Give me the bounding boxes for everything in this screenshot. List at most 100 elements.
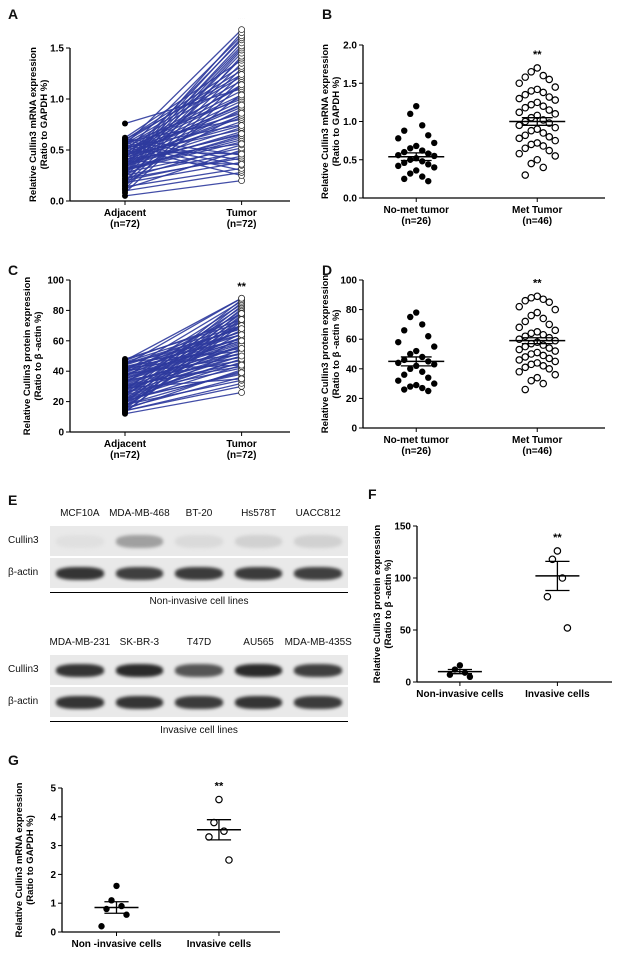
chart-b-point: [419, 147, 426, 154]
chart-d-point: [407, 313, 414, 321]
chart-g-y-tick-label: 4: [50, 812, 56, 823]
chart-g-point: [113, 882, 120, 890]
chart-b-point: [527, 126, 536, 135]
chart-d-point: [419, 321, 426, 328]
chart-c-x-tick-label: Adjacent: [104, 439, 147, 450]
chart-a-adjacent-point: [122, 153, 128, 160]
chart-c-adjacent-point: [122, 397, 128, 404]
chart-d-point: [533, 292, 542, 301]
panel-letter-b: B: [322, 6, 333, 22]
chart-a-x-tick-label: Tumor: [226, 208, 256, 219]
chart-b-y-tick-label: 1.0: [343, 117, 357, 128]
blot-top-lane-label: MCF10A: [60, 508, 100, 519]
chart-b-point: [539, 142, 548, 150]
chart-a-adjacent-point: [122, 120, 128, 127]
chart-a-tumor-point: [238, 91, 246, 99]
chart-d-point: [521, 317, 530, 326]
blot-top-band: [294, 535, 342, 548]
chart-f-point: [456, 662, 464, 669]
chart-b-point: [539, 71, 548, 80]
chart-d-point: [401, 371, 408, 378]
chart-a-tumor-point: [238, 130, 246, 138]
chart-c-y-tick-label: 20: [53, 397, 65, 408]
chart-d-point: [539, 341, 548, 349]
chart-c-adjacent-point: [122, 391, 128, 397]
chart-a-adjacent-point: [122, 161, 128, 168]
chart-c-pair-line: [124, 332, 242, 395]
chart-b-point: [419, 158, 426, 165]
chart-d-point: [533, 327, 542, 336]
blot-bottom-lane-label: MDA-MB-435S: [284, 637, 352, 648]
chart-d-point: [431, 343, 438, 350]
chart-d-point: [419, 368, 426, 375]
chart-b-point: [431, 139, 438, 147]
blot-bottom-band: [56, 664, 104, 677]
chart-b-point: [395, 135, 402, 142]
chart-f-point: [461, 669, 469, 676]
blot-bottom-band: [175, 696, 223, 709]
chart-c-tumor-point: [238, 337, 246, 345]
chart-g-point: [215, 795, 223, 804]
chart-d-point: [533, 348, 542, 357]
chart-a-pair-line: [124, 167, 242, 188]
chart-c-tumor-point: [238, 389, 246, 396]
chart-c-pair-line: [124, 379, 242, 406]
chart-c-adjacent-point: [122, 372, 128, 379]
chart-b-y-tick-label: 1.5: [343, 79, 357, 90]
chart-g-point: [103, 905, 110, 913]
chart-d-y-tick-label: 60: [346, 335, 358, 346]
chart-b-point: [395, 162, 402, 170]
chart-a-pair-line: [124, 149, 242, 190]
chart-b-point: [551, 136, 560, 145]
chart-d-scatter-protein: 0 20 40 60 80 100 Relative Cullin3 protein exp…: [320, 275, 605, 457]
chart-d-x-tick-label: No-met tumor: [383, 435, 449, 446]
chart-d-point: [527, 350, 536, 358]
chart-c-x-tick-label: (n=72): [227, 450, 257, 461]
blot-bottom-band: [294, 696, 342, 709]
chart-b-point: [551, 152, 560, 160]
blot-bottom-bracket-line: [50, 721, 348, 722]
chart-b-point: [527, 100, 536, 109]
chart-d-point: [413, 381, 420, 389]
chart-d-point: [521, 353, 530, 361]
chart-a-adjacent-point: [122, 172, 128, 179]
chart-c-pair-line: [124, 312, 242, 397]
chart-c-pair-line: [124, 300, 242, 372]
chart-b-point: [515, 121, 524, 130]
chart-b-point: [425, 161, 432, 168]
chart-a-pair-line: [124, 144, 242, 172]
chart-b-point: [545, 146, 554, 155]
chart-b-point: [407, 170, 414, 177]
chart-d-point: [551, 347, 560, 355]
blot-top-band: [175, 567, 223, 580]
chart-d-point: [413, 309, 420, 316]
chart-a-pair-line: [124, 113, 242, 177]
blot-top-row-label: Cullin3: [8, 535, 39, 546]
chart-d-y-label-line: (Ratio to β -actin %): [331, 309, 342, 398]
chart-a-paired-mrna: 0.0 0.5 1.0 1.5 Relative Cullin3 mRNA expres…: [28, 18, 290, 230]
chart-b-y-tick-label: 2.0: [343, 41, 357, 52]
chart-a-tumor-point: [238, 140, 246, 148]
blot-top-band: [115, 535, 164, 548]
chart-a-pair-line: [124, 133, 242, 165]
chart-b-y-label-line: Relative Cullin3 mRNA expression: [320, 44, 331, 199]
chart-g-point: [108, 897, 115, 904]
blot-bottom-band: [56, 696, 104, 709]
chart-a-pair-line: [124, 35, 243, 153]
chart-d-point: [425, 333, 432, 340]
chart-d-point: [407, 350, 414, 358]
chart-a-pair-line: [124, 128, 242, 156]
chart-a-y-tick-label: 1.0: [50, 95, 64, 106]
chart-d-point: [539, 351, 548, 360]
chart-d-point: [545, 298, 554, 307]
chart-d-point: [551, 370, 560, 379]
chart-c-y-tick-label: 40: [53, 367, 65, 378]
chart-b-x-tick-label: (n=26): [401, 216, 431, 227]
blot-bottom-band: [234, 696, 283, 709]
chart-f-y-tick-label: 50: [400, 626, 412, 637]
blot-top-band: [56, 535, 104, 548]
chart-c-pair-line: [124, 315, 242, 403]
chart-c-pair-line: [124, 323, 242, 413]
chart-c-pair-line: [124, 391, 242, 415]
chart-c-y-label-line: Relative Cullin3 protein expression: [22, 277, 33, 436]
